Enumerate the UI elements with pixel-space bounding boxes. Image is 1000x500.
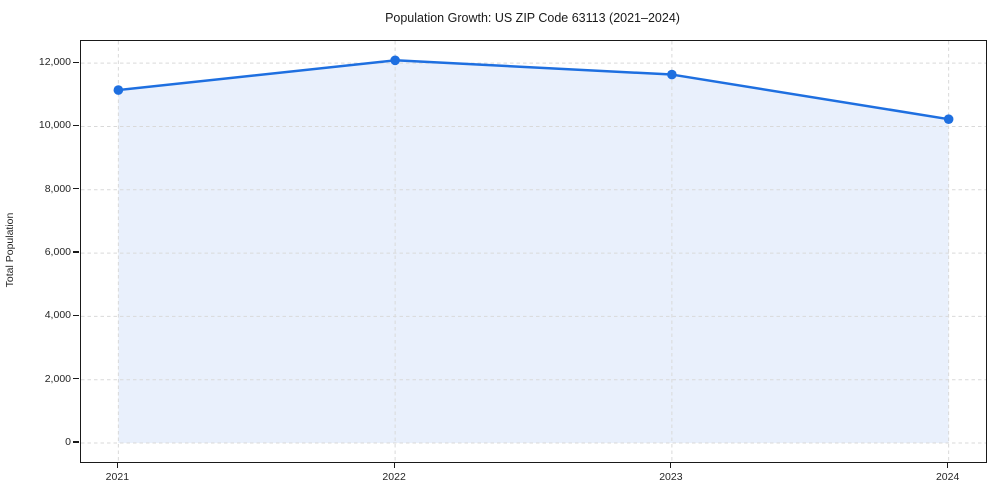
x-tick-mark bbox=[116, 462, 118, 468]
y-tick-mark bbox=[73, 314, 79, 316]
data-point-marker bbox=[667, 69, 677, 80]
y-tick-mark bbox=[73, 251, 79, 253]
y-tick-label: 0 bbox=[65, 436, 71, 448]
y-tick-mark bbox=[73, 188, 79, 190]
y-tick-label: 6,000 bbox=[44, 246, 71, 259]
data-point-marker bbox=[943, 114, 954, 124]
data-point-marker bbox=[390, 55, 400, 66]
x-tick-mark bbox=[670, 462, 672, 468]
x-tick-mark bbox=[947, 462, 949, 468]
x-tick-label: 2022 bbox=[382, 471, 406, 483]
y-tick-mark bbox=[73, 378, 79, 380]
chart-title: Population Growth: US ZIP Code 63113 (20… bbox=[385, 11, 680, 25]
y-tick-label: 4,000 bbox=[44, 309, 71, 322]
y-tick-label: 8,000 bbox=[44, 182, 71, 195]
y-tick-mark bbox=[73, 61, 79, 63]
x-tick-mark bbox=[393, 462, 395, 468]
x-tick-label: 2021 bbox=[105, 471, 130, 483]
data-point-marker bbox=[113, 85, 124, 95]
x-tick-label: 2023 bbox=[659, 471, 683, 483]
y-tick-label: 10,000 bbox=[38, 119, 71, 132]
area-fill bbox=[118, 60, 949, 444]
y-tick-mark bbox=[73, 441, 79, 443]
y-tick-label: 2,000 bbox=[44, 372, 71, 385]
y-tick-label: 12,000 bbox=[38, 56, 71, 69]
y-tick-mark bbox=[73, 124, 79, 127]
x-tick-label: 2024 bbox=[935, 471, 960, 483]
line-chart-canvas bbox=[81, 41, 986, 462]
data-line bbox=[117, 59, 950, 121]
plot-area bbox=[80, 40, 987, 463]
